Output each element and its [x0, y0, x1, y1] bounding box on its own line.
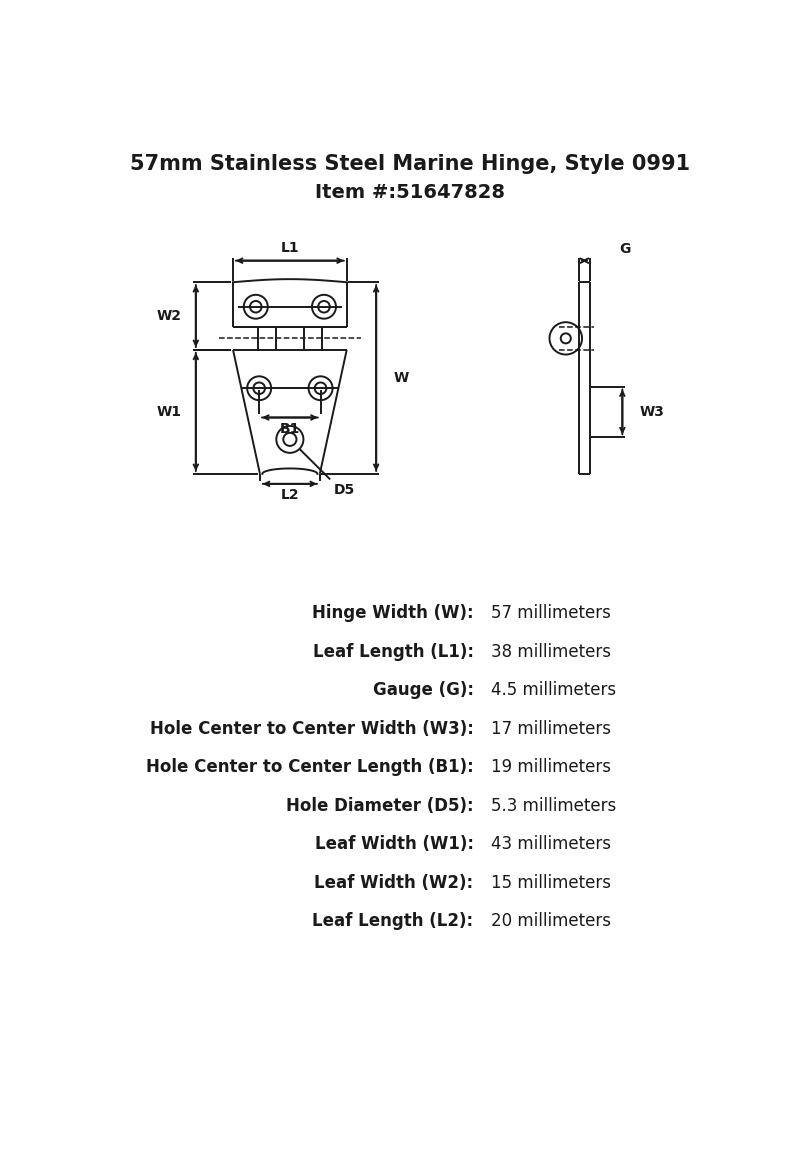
Text: Item #:51647828: Item #:51647828 [315, 183, 505, 202]
Text: D5: D5 [334, 483, 355, 498]
Text: L2: L2 [281, 488, 299, 502]
Text: 5.3 millimeters: 5.3 millimeters [491, 797, 617, 814]
Text: G: G [619, 242, 630, 256]
Text: 17 millimeters: 17 millimeters [491, 720, 611, 737]
Text: 15 millimeters: 15 millimeters [491, 874, 611, 892]
Text: Leaf Width (W2):: Leaf Width (W2): [314, 874, 474, 892]
Text: Leaf Width (W1):: Leaf Width (W1): [314, 835, 474, 854]
Text: Gauge (G):: Gauge (G): [373, 681, 474, 699]
Text: L1: L1 [281, 241, 299, 255]
Text: Hole Center to Center Width (W3):: Hole Center to Center Width (W3): [150, 720, 474, 737]
Text: W3: W3 [639, 404, 664, 419]
Text: Hole Center to Center Length (B1):: Hole Center to Center Length (B1): [146, 758, 474, 776]
Text: 19 millimeters: 19 millimeters [491, 758, 611, 776]
Text: W1: W1 [157, 404, 182, 419]
Text: W2: W2 [157, 309, 182, 323]
Text: 57 millimeters: 57 millimeters [491, 605, 611, 622]
Text: 20 millimeters: 20 millimeters [491, 912, 611, 931]
Text: Hinge Width (W):: Hinge Width (W): [312, 605, 474, 622]
Text: 4.5 millimeters: 4.5 millimeters [491, 681, 617, 699]
Text: 57mm Stainless Steel Marine Hinge, Style 0991: 57mm Stainless Steel Marine Hinge, Style… [130, 154, 690, 174]
Text: 43 millimeters: 43 millimeters [491, 835, 611, 854]
Text: 38 millimeters: 38 millimeters [491, 643, 611, 661]
Text: Leaf Length (L1):: Leaf Length (L1): [313, 643, 474, 661]
Text: W: W [394, 371, 409, 385]
Text: B1: B1 [280, 422, 300, 437]
Text: Hole Diameter (D5):: Hole Diameter (D5): [286, 797, 474, 814]
Text: Leaf Length (L2):: Leaf Length (L2): [313, 912, 474, 931]
